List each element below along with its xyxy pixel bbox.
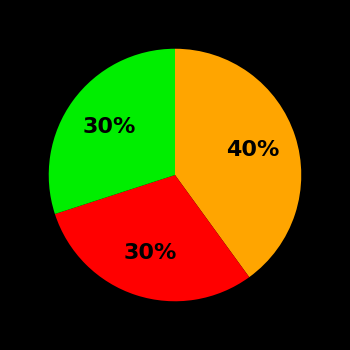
Text: 30%: 30%: [123, 243, 176, 263]
Wedge shape: [55, 175, 249, 301]
Text: 40%: 40%: [226, 140, 279, 160]
Wedge shape: [49, 49, 175, 214]
Text: 30%: 30%: [82, 117, 135, 137]
Wedge shape: [175, 49, 301, 277]
